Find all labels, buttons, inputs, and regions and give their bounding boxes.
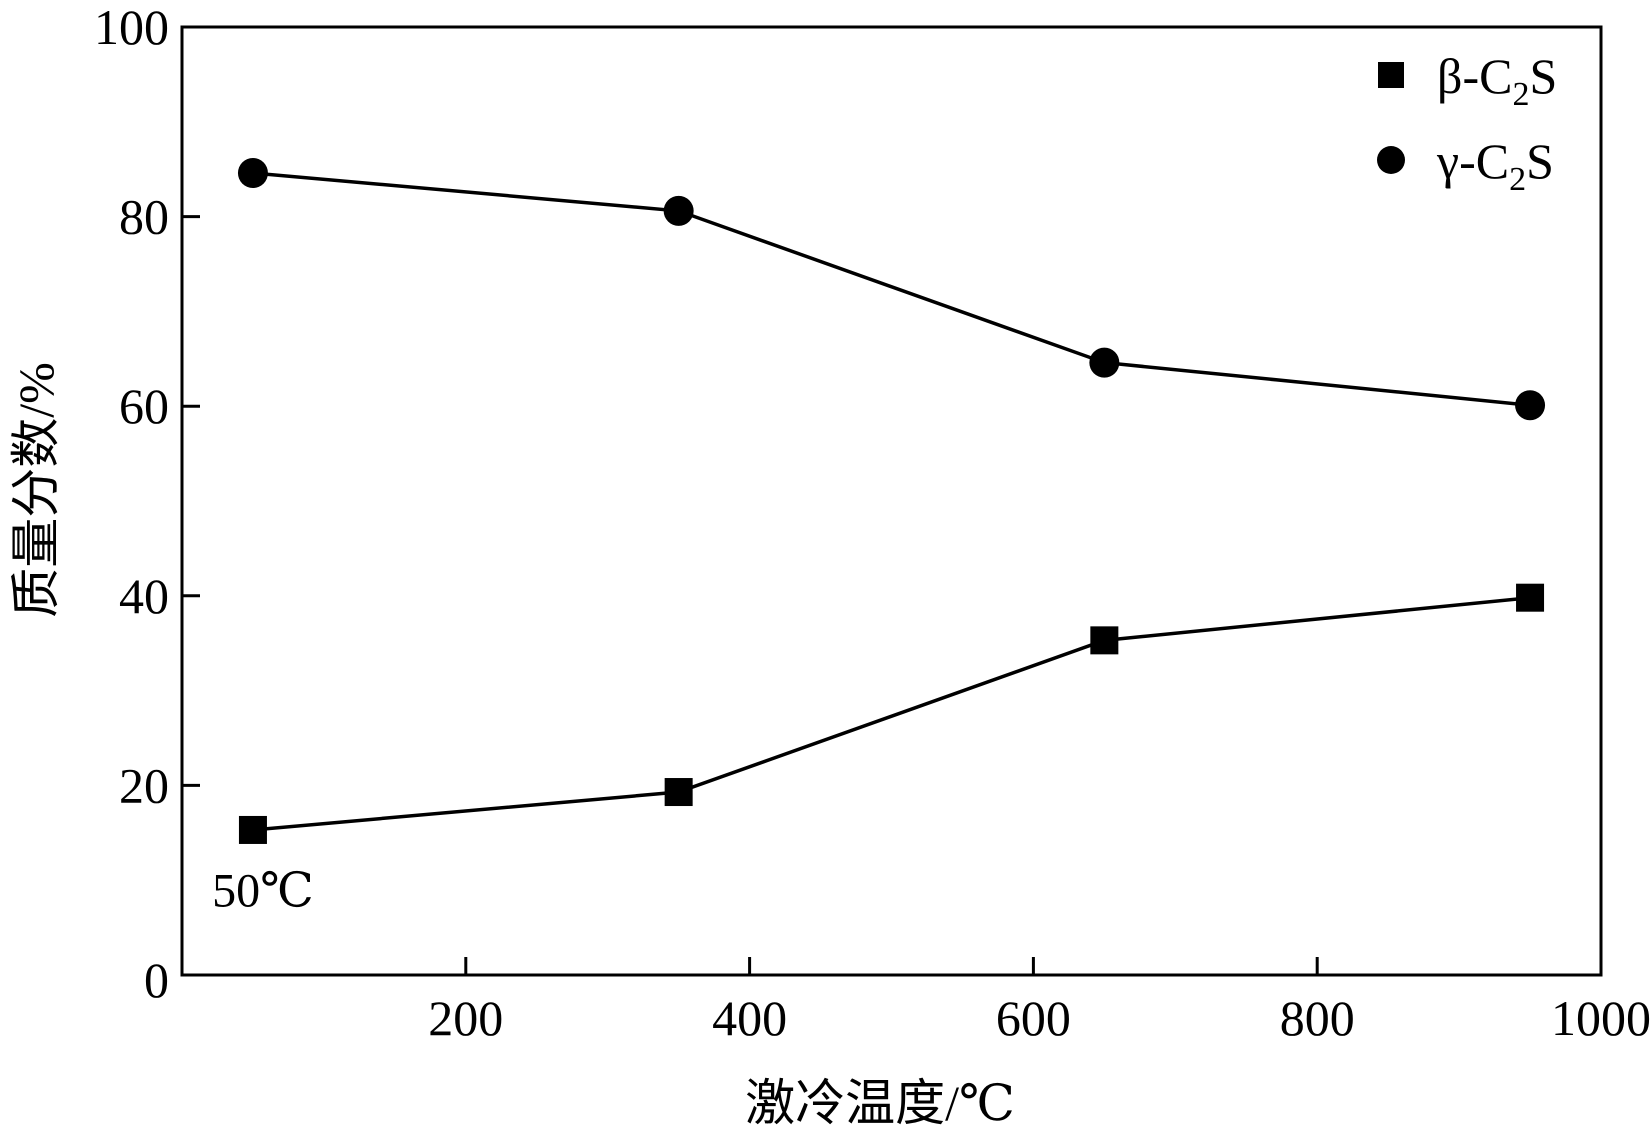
legend: β-C2S γ-C2S <box>1377 48 1557 198</box>
y-tick-label: 60 <box>119 378 169 434</box>
plot-frame <box>180 25 1603 977</box>
series-line-0 <box>252 595 1531 832</box>
legend-marker-square <box>1378 62 1404 88</box>
y-tick-label: 40 <box>119 568 169 624</box>
x-axis: 200 400 600 800 1000 <box>428 957 1650 1046</box>
y-tick-label: 80 <box>119 189 169 245</box>
data-point-circle <box>1515 390 1546 421</box>
data-point-square <box>1090 626 1119 655</box>
y-axis-label: 质量分数/% <box>8 362 64 618</box>
data-point-square <box>238 815 267 844</box>
legend-marker-circle <box>1377 146 1405 174</box>
legend-label-1: γ-C2S <box>1436 133 1554 198</box>
data-point-square <box>664 778 693 807</box>
data-point-square <box>1516 583 1545 612</box>
data-point-circle <box>237 157 268 188</box>
series-line-1 <box>252 171 1531 407</box>
x-tick-label: 1000 <box>1551 990 1650 1046</box>
y-tick-label: 0 <box>144 952 169 1008</box>
y-tick-label: 20 <box>119 757 169 813</box>
x-tick-label: 200 <box>428 990 503 1046</box>
data-point-circle <box>1089 347 1120 378</box>
y-axis: 0 20 40 60 80 100 <box>94 0 200 1008</box>
x-tick-label: 600 <box>996 990 1071 1046</box>
series-layer <box>237 157 1546 844</box>
annotation-50c: 50℃ <box>212 865 314 918</box>
y-tick-label: 100 <box>94 0 169 55</box>
x-tick-label: 800 <box>1280 990 1355 1046</box>
legend-label-0: β-C2S <box>1437 48 1557 113</box>
data-point-circle <box>663 195 694 226</box>
x-tick-label: 400 <box>712 990 787 1046</box>
x-axis-label: 激冷温度/℃ <box>745 1075 1015 1131</box>
